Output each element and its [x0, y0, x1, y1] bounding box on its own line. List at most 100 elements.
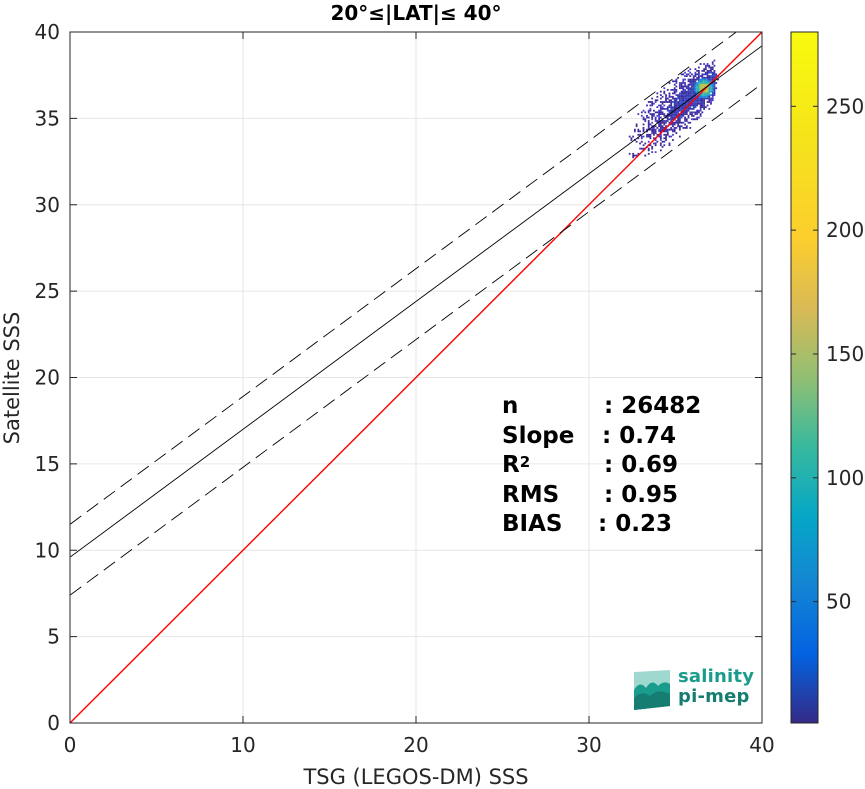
density-cell: [708, 108, 711, 110]
density-cell: [642, 144, 645, 147]
density-cell: [665, 128, 667, 131]
density-cell: [710, 83, 712, 86]
density-cell: [665, 114, 667, 117]
stat-n-label: n: [502, 393, 519, 419]
density-cell: [691, 94, 693, 96]
density-cell: [668, 82, 671, 84]
density-cell: [699, 85, 702, 88]
density-cell: [677, 108, 680, 110]
density-cell: [703, 102, 705, 105]
density-cell: [654, 151, 657, 153]
density-cell: [687, 94, 690, 96]
density-cell: [673, 121, 676, 124]
density-cell: [696, 116, 699, 119]
density-cell: [708, 66, 711, 69]
density-cell: [685, 108, 688, 110]
density-cell: [684, 94, 686, 96]
density-cell: [704, 71, 707, 74]
density-cell: [668, 142, 671, 145]
density-cell: [697, 87, 700, 90]
density-cell: [685, 75, 688, 77]
density-cell: [639, 147, 641, 150]
density-cell: [689, 75, 692, 77]
density-cell: [694, 104, 697, 107]
density-cell: [651, 128, 654, 131]
density-cell: [711, 99, 714, 102]
density-cell: [710, 71, 712, 74]
density-cell: [689, 80, 692, 83]
density-cell: [701, 92, 704, 95]
density-cell: [656, 114, 659, 117]
density-cell: [665, 121, 667, 124]
density-cell: [673, 90, 676, 93]
density-cell: [651, 132, 654, 134]
density-cell: [694, 106, 697, 109]
density-cell: [684, 111, 686, 114]
density-cell: [637, 128, 640, 131]
density-cell: [692, 89, 695, 91]
density-cell: [701, 75, 704, 77]
density-cell: [677, 101, 680, 103]
density-cell: [680, 121, 683, 124]
density-cell: [697, 73, 700, 76]
density-cell: [647, 133, 650, 136]
density-cell: [689, 108, 692, 110]
density-cell: [682, 94, 685, 96]
density-cell: [687, 73, 690, 76]
density-cell: [701, 76, 704, 79]
density-cell: [704, 66, 707, 69]
density-cell: [684, 109, 686, 112]
density-cell: [668, 95, 671, 98]
density-cell: [689, 111, 692, 114]
density-cell: [711, 71, 714, 74]
density-cell: [646, 133, 648, 136]
density-cell: [640, 137, 643, 140]
density-cell: [659, 106, 662, 109]
density-cell: [651, 102, 654, 105]
density-cell: [703, 82, 705, 84]
density-cell: [708, 76, 711, 79]
density-cell: [711, 92, 714, 95]
density-cell: [687, 109, 690, 112]
density-cell: [647, 123, 650, 126]
density-cell: [699, 97, 702, 100]
density-cell: [692, 102, 695, 105]
density-cell: [704, 80, 707, 83]
density-cell: [687, 83, 690, 86]
density-cell: [677, 116, 680, 119]
density-cell: [699, 78, 702, 81]
density-cell: [687, 106, 690, 109]
density-cell: [673, 99, 676, 102]
density-cell: [656, 99, 659, 102]
density-cell: [665, 108, 667, 110]
density-cell: [670, 101, 673, 103]
density-cell: [647, 101, 650, 103]
density-cell: [659, 139, 662, 141]
y-axis-label: Satellite SSS: [0, 312, 24, 445]
density-cell: [673, 123, 676, 126]
density-cell: [694, 113, 697, 115]
density-cell: [697, 78, 700, 81]
logo-word-pi-mep: pi-mep: [678, 686, 750, 707]
density-cell: [703, 85, 705, 88]
density-cell: [675, 127, 678, 129]
density-cell: [651, 118, 654, 121]
density-cell: [680, 95, 683, 98]
density-cell: [710, 66, 712, 69]
density-cell: [701, 111, 704, 114]
density-cell: [685, 118, 688, 121]
density-cell: [682, 89, 685, 91]
density-cell: [668, 121, 671, 124]
density-cell: [672, 95, 674, 98]
density-cell: [673, 130, 676, 133]
density-cell: [689, 89, 692, 91]
density-cell: [680, 109, 683, 112]
density-cell: [708, 70, 711, 72]
density-cell: [677, 125, 680, 128]
density-cell: [711, 76, 714, 79]
density-cell: [658, 121, 660, 124]
density-cell: [687, 114, 690, 117]
density-cell: [706, 80, 709, 83]
density-cell: [678, 116, 681, 119]
